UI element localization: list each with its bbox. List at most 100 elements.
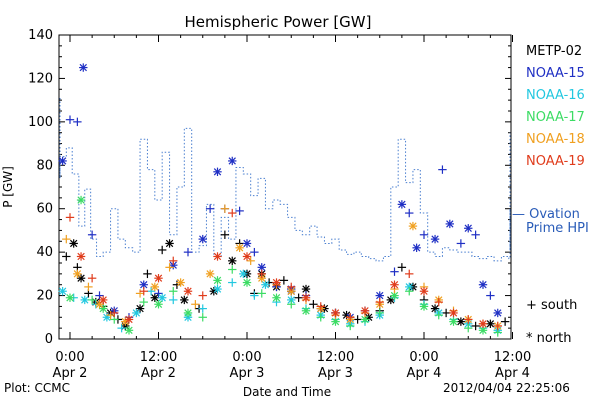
data-point-metp-02 — [279, 276, 289, 285]
star-stroke — [243, 239, 251, 248]
data-point-noaa-18 — [220, 204, 230, 213]
data-point-noaa-16 — [261, 280, 270, 289]
star-stroke — [140, 281, 148, 289]
y-tick-label: 20 — [36, 289, 53, 304]
y-tick-label: 80 — [36, 158, 53, 173]
data-point-noaa-17 — [419, 302, 429, 311]
star-stroke — [228, 157, 236, 165]
data-point-noaa-16 — [80, 295, 89, 305]
x-tick-date-label: Apr 2 — [53, 366, 88, 381]
data-point-metp-02 — [456, 317, 466, 326]
data-point-noaa-18 — [408, 221, 418, 231]
ovation-hpi-line — [59, 97, 511, 262]
legend-item-noaa-17: NOAA-17 — [526, 110, 585, 125]
data-point-noaa-19 — [76, 252, 86, 261]
x-tick-date-label: Apr 3 — [230, 366, 265, 381]
star-stroke — [77, 196, 85, 204]
data-point-noaa-19 — [360, 306, 370, 315]
star-stroke — [258, 263, 266, 272]
star-stroke — [390, 281, 399, 289]
data-point-noaa-19 — [139, 287, 148, 296]
data-point-noaa-17 — [139, 297, 148, 307]
data-point-metp-02 — [309, 300, 318, 309]
legend-north-symbol: * north — [526, 331, 572, 346]
data-point-metp-02 — [471, 321, 480, 331]
star-stroke — [213, 285, 222, 293]
legend-label: NOAA-15 — [526, 66, 585, 81]
data-point-noaa-15 — [242, 239, 252, 248]
star-stroke — [125, 326, 133, 335]
data-point-noaa-17 — [65, 293, 75, 302]
data-point-noaa-19 — [110, 308, 119, 318]
star-stroke — [184, 287, 192, 295]
star-stroke — [184, 309, 192, 317]
data-point-noaa-15 — [198, 234, 207, 244]
data-point-noaa-17 — [213, 276, 222, 285]
star-stroke — [398, 200, 406, 209]
data-point-noaa-16 — [132, 308, 141, 318]
data-point-noaa-15 — [95, 291, 104, 300]
star-stroke — [77, 252, 85, 261]
star-stroke — [331, 309, 340, 317]
data-point-noaa-17 — [87, 295, 97, 305]
data-point-noaa-19 — [301, 293, 311, 302]
data-point-noaa-19 — [124, 315, 134, 324]
star-stroke — [125, 315, 133, 324]
star-stroke — [494, 309, 502, 317]
star-stroke — [243, 278, 251, 287]
star-stroke — [390, 291, 399, 300]
data-point-noaa-18 — [150, 282, 160, 292]
y-axis: 0 20 40 60 80 100 120 140 — [28, 28, 511, 347]
data-point-noaa-15 — [438, 165, 447, 174]
y-tick-label: 0 — [45, 332, 53, 347]
data-point-noaa-17 — [76, 195, 86, 205]
star-stroke — [154, 274, 163, 282]
data-point-noaa-15 — [205, 204, 215, 213]
plot-frame — [58, 34, 512, 340]
star-stroke — [151, 283, 159, 291]
star-stroke — [81, 296, 89, 304]
data-point-noaa-16 — [287, 295, 296, 305]
star-stroke — [199, 235, 207, 243]
star-stroke — [479, 281, 487, 289]
data-point-noaa-19 — [419, 287, 429, 296]
y-tick-label: 100 — [28, 115, 53, 130]
data-point-noaa-15 — [154, 289, 163, 298]
x-tick-time-label: 12:00 — [317, 350, 354, 365]
data-point-metp-02 — [441, 308, 451, 318]
y-tick-label: 40 — [36, 245, 53, 260]
data-point-metp-02 — [157, 245, 167, 255]
data-point-noaa-19 — [87, 274, 97, 283]
data-point-noaa-17 — [405, 287, 414, 296]
data-point-noaa-15 — [464, 224, 473, 233]
star-stroke — [206, 270, 214, 278]
legend-label: METP-02 — [526, 44, 583, 59]
data-point-noaa-15 — [486, 291, 495, 300]
star-stroke — [69, 239, 78, 248]
data-point-noaa-19 — [287, 282, 296, 292]
star-stroke — [431, 304, 439, 313]
data-point-noaa-18 — [235, 243, 244, 253]
legend-ovation-line1: — Ovation — [512, 207, 580, 222]
star-stroke — [302, 294, 310, 302]
star-stroke — [235, 244, 244, 252]
star-stroke — [486, 320, 495, 328]
data-point-metp-02 — [294, 293, 303, 302]
star-stroke — [457, 317, 465, 326]
star-stroke — [287, 296, 295, 304]
data-point-metp-02 — [353, 315, 362, 324]
data-point-noaa-15 — [471, 230, 480, 239]
data-point-noaa-16 — [169, 295, 178, 305]
star-stroke — [412, 244, 421, 252]
star-stroke — [261, 281, 270, 289]
data-point-noaa-19 — [65, 213, 75, 222]
data-point-noaa-19 — [405, 269, 414, 279]
data-point-noaa-16 — [102, 313, 112, 322]
star-stroke — [479, 320, 487, 328]
data-point-metp-02 — [486, 319, 495, 328]
data-point-noaa-18 — [62, 234, 71, 244]
data-point-noaa-17 — [154, 300, 163, 309]
x-tick-date-label: Apr 4 — [407, 366, 442, 381]
data-point-noaa-15 — [183, 247, 193, 257]
legend-label: NOAA-16 — [526, 88, 585, 103]
